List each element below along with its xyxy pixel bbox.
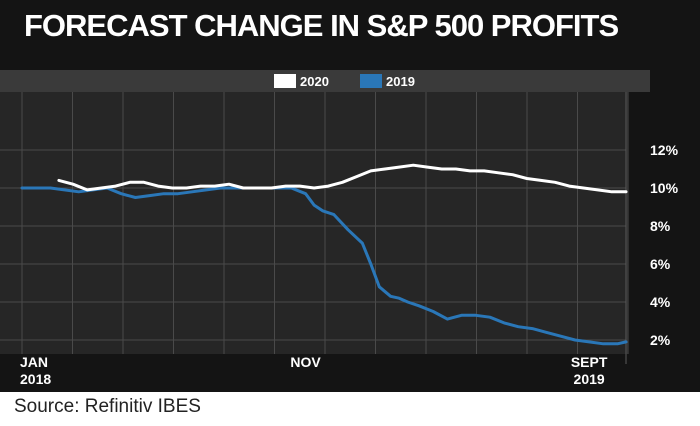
legend-swatch-2019 bbox=[360, 74, 382, 88]
x-tick-label: NOV bbox=[290, 354, 321, 370]
y-tick-label: 4% bbox=[650, 294, 671, 310]
y-axis-ticks: 2% 4% 6% 8% 10% 12% bbox=[650, 142, 679, 348]
x-tick-label-year: 2019 bbox=[574, 371, 605, 387]
legend-band bbox=[0, 70, 650, 92]
series-line-2020 bbox=[57, 163, 628, 194]
x-tick-label-year: 2018 bbox=[20, 371, 51, 387]
y-tick-label: 6% bbox=[650, 256, 671, 272]
legend-label-2020: 2020 bbox=[300, 74, 329, 89]
chart-panel: FORECAST CHANGE IN S&P 500 PROFITS 2020 … bbox=[0, 0, 700, 392]
series-line-2019 bbox=[20, 186, 628, 346]
y-tick-label: 12% bbox=[650, 142, 679, 158]
x-tick-label: SEPT bbox=[571, 354, 608, 370]
series-lines bbox=[20, 163, 628, 346]
plot-area bbox=[0, 92, 628, 354]
source-note: Source: Refinitiv IBES bbox=[14, 396, 201, 417]
y-tick-label: 8% bbox=[650, 218, 671, 234]
x-tick-label: JAN bbox=[20, 354, 48, 370]
legend: 2020 2019 bbox=[274, 74, 415, 89]
chart-title: FORECAST CHANGE IN S&P 500 PROFITS bbox=[24, 8, 619, 43]
legend-swatch-2020 bbox=[274, 74, 296, 88]
legend-label-2019: 2019 bbox=[386, 74, 415, 89]
y-tick-label: 10% bbox=[650, 180, 679, 196]
y-tick-label: 2% bbox=[650, 332, 671, 348]
